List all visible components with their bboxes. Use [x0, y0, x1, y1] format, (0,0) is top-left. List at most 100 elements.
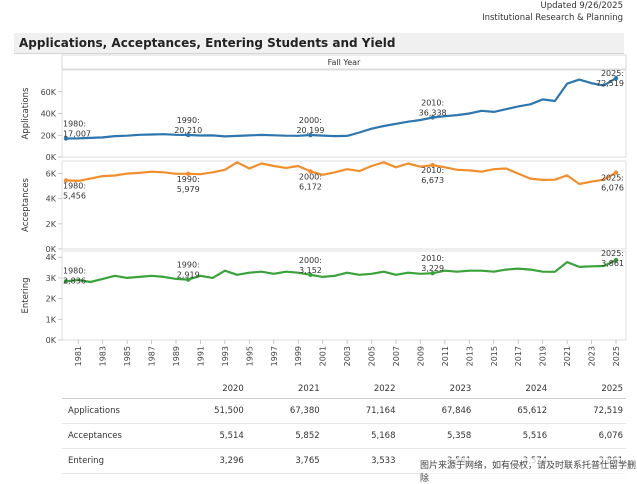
table-cell: 5,516	[474, 423, 551, 449]
table-cell: 5,514	[171, 423, 247, 449]
table-year-header: 2025	[550, 380, 626, 399]
x-tick-label: 2021	[563, 346, 572, 366]
org-name: Institutional Research & Planning	[482, 13, 623, 23]
series-line-applications	[65, 77, 617, 140]
data-point-marker	[63, 279, 69, 284]
y-axis-label-entering: Entering	[21, 278, 31, 314]
annotation-value-label: 2,836	[63, 276, 86, 285]
x-tick-label: 1995	[245, 346, 254, 366]
table-cell: 71,164	[322, 398, 399, 424]
x-tick-label: 1991	[196, 346, 205, 366]
table-cell: 5,852	[246, 423, 323, 449]
table-header-row: 2020 2021 2022 2023 2024 2025	[62, 380, 626, 399]
x-tick-label: 2013	[465, 346, 474, 366]
data-point-marker	[430, 270, 435, 276]
x-tick-label: 2009	[416, 346, 425, 366]
x-tick-label: 2025	[612, 346, 621, 366]
annotation-year-label: 2025:	[601, 69, 624, 78]
table-cell: 72,519	[550, 398, 626, 424]
y-tick-label: 1K	[46, 315, 57, 324]
table-row-label: Acceptances	[62, 423, 171, 449]
annotation-year-label: 2010:	[421, 254, 444, 263]
annotation-value-label: 6,076	[601, 184, 624, 193]
table-year-header: 2023	[398, 380, 475, 399]
y-tick-label: 4K	[46, 253, 57, 262]
annotation-value-label: 6,172	[299, 182, 322, 191]
x-tick-label: 1989	[172, 346, 181, 366]
annotation-year-label: 2000:	[299, 256, 322, 265]
annotation-value-label: 5,456	[63, 191, 86, 200]
table-row: Acceptances 5,514 5,852 5,168 5,358 5,516 6,07…	[62, 423, 626, 449]
data-point-marker	[430, 115, 435, 120]
updated-date: Updated 9/26/2025	[540, 1, 623, 11]
data-point-marker	[308, 272, 313, 277]
annotation-year-label: 2025:	[601, 174, 624, 183]
annotation-value-label: 6,673	[421, 176, 444, 185]
x-tick-label: 1985	[123, 346, 132, 366]
y-tick-label: 0K	[46, 245, 57, 254]
table-cell: 5,358	[398, 423, 475, 449]
table-year-header: 2024	[474, 380, 551, 399]
x-tick-label: 1987	[148, 346, 157, 366]
annotation-year-label: 1980:	[63, 181, 86, 190]
y-tick-label: 60K	[41, 88, 57, 97]
data-point-marker	[308, 169, 313, 174]
annotation-year-label: 2010:	[421, 98, 444, 107]
annotation-year-label: 2010:	[421, 166, 444, 175]
y-tick-label: 2K	[46, 220, 57, 229]
data-point-marker	[613, 75, 619, 81]
table-cell: 65,612	[474, 398, 551, 424]
chart-title-bar: Applications, Acceptances, Entering Stud…	[14, 33, 624, 54]
x-tick-label: 1999	[294, 346, 303, 366]
annotation-year-label: 1990:	[177, 116, 200, 125]
annotation-value-label: 17,007	[63, 130, 91, 139]
table-row-label: Applications	[62, 398, 171, 424]
y-tick-label: 3K	[46, 274, 57, 283]
annotation-year-label: 2000:	[299, 116, 322, 125]
y-tick-label: 2K	[46, 295, 57, 304]
table-cell: 3,533	[322, 448, 399, 474]
y-tick-label: 40K	[41, 110, 57, 119]
table-cell: 5,168	[322, 423, 399, 449]
table-year-header: 2022	[322, 380, 399, 399]
x-tick-label: 2023	[588, 346, 597, 366]
y-tick-label: 4K	[46, 195, 57, 204]
data-point-marker	[186, 171, 191, 177]
annotation-value-label: 3,229	[421, 264, 444, 273]
x-tick-label: 1993	[221, 346, 230, 366]
annotation-year-label: 2025:	[601, 249, 624, 258]
annotation-year-label: 1980:	[63, 120, 86, 129]
data-point-marker	[308, 132, 313, 138]
x-axis-title: Fall Year	[328, 58, 361, 67]
annotation-year-label: 1990:	[177, 261, 200, 270]
data-table: 2020 2021 2022 2023 2024 2025 Applications 51,…	[62, 380, 626, 474]
data-point-marker	[186, 277, 191, 282]
x-tick-label: 2015	[490, 346, 499, 366]
watermark-text: 图片来源于网络，如有侵权，请及时联系托普仕留学删除	[420, 458, 637, 484]
annotation-value-label: 20,199	[296, 126, 324, 135]
x-tick-label: 1997	[270, 346, 279, 366]
table-year-header: 2020	[171, 380, 247, 399]
y-tick-label: 20K	[41, 131, 57, 140]
table-cell: 3,765	[246, 448, 323, 474]
table-cell: 51,500	[171, 398, 247, 424]
panel-frame-acceptances	[61, 160, 627, 250]
series-line-acceptances	[65, 161, 617, 186]
annotation-year-label: 2000:	[299, 172, 322, 181]
page-header: Updated 9/26/2025 Institutional Research…	[482, 0, 623, 24]
data-point-marker	[186, 132, 191, 138]
table-year-header: 2021	[246, 380, 323, 399]
table-row-label: Entering	[62, 448, 171, 474]
x-tick-label: 2019	[539, 346, 548, 366]
annotation-value-label: 2,919	[177, 271, 200, 280]
x-header-band	[61, 54, 627, 70]
x-tick-label: 2005	[368, 346, 377, 366]
x-tick-label: 2003	[343, 346, 352, 366]
panel-frame-entering	[61, 250, 627, 341]
annotation-value-label: 36,338	[419, 108, 447, 117]
y-axis-label-applications: Applications	[21, 87, 31, 139]
y-tick-label: 0K	[46, 153, 57, 162]
annotation-value-label: 72,519	[596, 79, 624, 88]
y-tick-label: 0K	[46, 336, 57, 345]
